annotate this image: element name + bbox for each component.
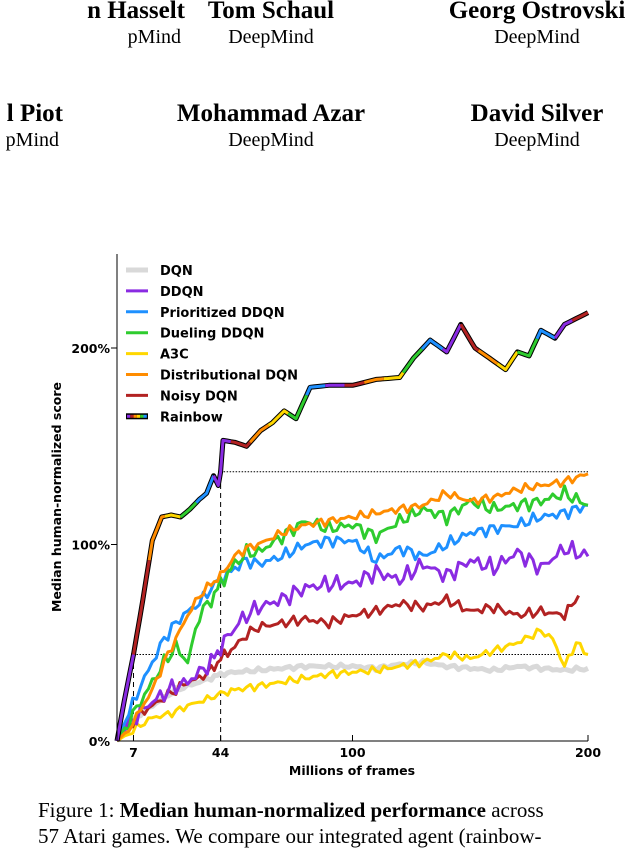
author-affiliation: DeepMind — [141, 128, 401, 152]
legend-label: Distributional DQN — [160, 369, 298, 384]
legend-item: Dueling DDQN — [126, 327, 264, 342]
author-block: Tom Schaul DeepMind — [141, 0, 401, 49]
legend-item: Rainbow — [126, 410, 223, 425]
series-rainbow-segment — [134, 560, 150, 654]
legend-swatch-band — [130, 415, 133, 418]
author-affiliation: DeepMind — [407, 128, 640, 152]
series-rainbow-segment — [403, 349, 422, 373]
y-axis-label: Median human-normalized score — [49, 382, 64, 612]
legend-label: Noisy DQN — [160, 389, 238, 404]
legend-swatch-band — [140, 415, 143, 418]
author-name: David Silver — [407, 100, 640, 128]
x-tick-label: 200 — [575, 745, 601, 760]
legend-label: A3C — [160, 348, 189, 363]
legend-label: DQN — [160, 264, 193, 279]
legend-item: A3C — [126, 348, 189, 363]
series-rainbow-segment — [479, 351, 498, 364]
x-tick-label: 7 — [129, 745, 138, 760]
y-tick-label: 0% — [89, 734, 111, 749]
legend-label: Dueling DDQN — [160, 327, 264, 342]
author-block: Georg Ostrovski DeepMind — [407, 0, 640, 49]
author-name: l Piot — [0, 100, 63, 128]
legend-swatch-band — [134, 415, 137, 418]
legend-swatch-band — [137, 415, 140, 418]
legend-swatch-band — [144, 415, 147, 418]
series-rainbow-segment — [196, 476, 213, 503]
author-block: David Silver DeepMind — [407, 100, 640, 152]
author-affiliation: DeepMind — [141, 25, 401, 49]
legend-item: Noisy DQN — [126, 389, 238, 404]
legend-label: Prioritized DDQN — [160, 306, 285, 321]
legend-item: Prioritized DDQN — [126, 306, 285, 321]
legend-swatch-band — [127, 415, 130, 418]
legend-item: Distributional DQN — [126, 369, 298, 384]
legend-item: DDQN — [126, 285, 204, 300]
legend-label: DDQN — [160, 285, 204, 300]
series-rainbow-segment — [165, 515, 181, 517]
caption-line-2: 57 Atari games. We compare our integrate… — [38, 823, 640, 849]
author-name: Georg Ostrovski — [407, 0, 640, 25]
y-ticks: 0% 100% 200% — [71, 341, 117, 749]
legend-item: DQN — [126, 264, 193, 279]
author-block: l Piot pMind — [0, 100, 63, 152]
author-affiliation: pMind — [0, 128, 63, 152]
y-tick-label: 100% — [71, 538, 110, 553]
y-tick-label: 200% — [71, 341, 110, 356]
legend-label: Rainbow — [160, 410, 223, 425]
series-ddqn — [117, 541, 588, 741]
x-ticks: 7 44 100 200 — [129, 735, 601, 760]
author-block: Mohammad Azar DeepMind — [141, 100, 401, 152]
author-name: Mohammad Azar — [141, 100, 401, 128]
caption-line-1: Figure 1: Median human-normalized perfor… — [38, 797, 640, 823]
caption-bold: Median human-normalized performance — [120, 798, 486, 822]
author-affiliation: DeepMind — [407, 25, 640, 49]
legend: DQN DDQN Prioritized DDQN Dueling DDQN A3C Di… — [126, 264, 298, 425]
x-axis-label: Millions of frames — [289, 763, 415, 778]
figure-caption: Figure 1: Median human-normalized perfor… — [38, 797, 640, 849]
series-rainbow-segment — [181, 503, 197, 517]
author-name: Tom Schaul — [141, 0, 401, 25]
x-tick-label: 100 — [339, 745, 365, 760]
series-rainbow-segment — [269, 411, 289, 425]
series-rainbow-segment — [461, 324, 479, 350]
caption-suffix: across — [486, 798, 544, 822]
series-rainbow-segment — [250, 425, 268, 442]
series-rainbow-segment — [214, 440, 231, 485]
caption-prefix: Figure 1: — [38, 798, 120, 822]
x-tick-label: 44 — [212, 745, 230, 760]
